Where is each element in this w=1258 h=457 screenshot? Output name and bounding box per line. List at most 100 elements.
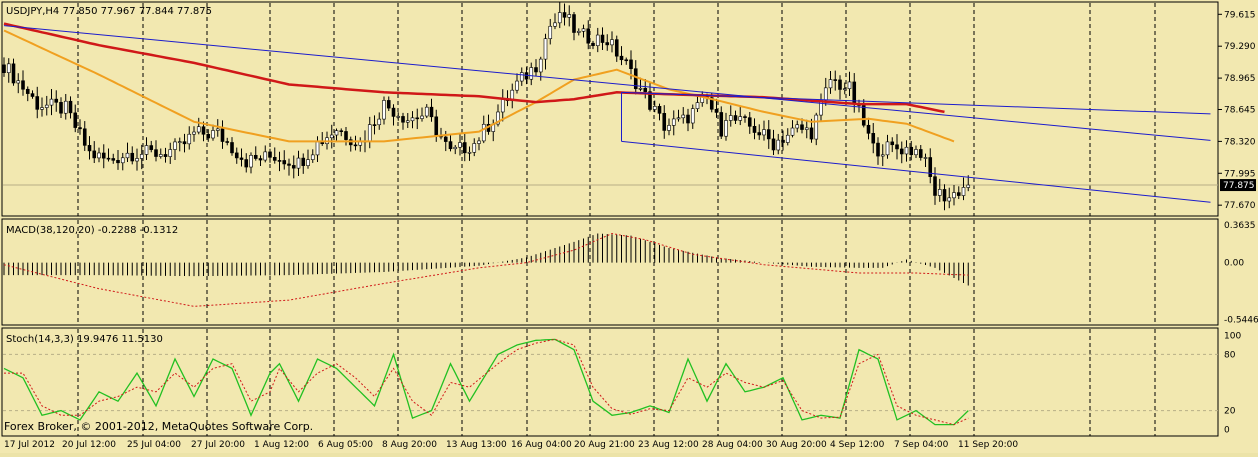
x-tick-label: 13 Aug 13:00 <box>446 440 507 450</box>
candle-body <box>206 133 211 139</box>
candle-body <box>477 140 481 144</box>
x-tick-label: 16 Aug 04:00 <box>511 440 572 450</box>
candle-body <box>344 131 348 140</box>
candle-body <box>899 148 904 155</box>
candle-body <box>804 127 809 130</box>
copyright-label: Forex Broker, © 2001-2012, MetaQuotes So… <box>4 420 313 433</box>
candle-body <box>391 107 396 117</box>
candle-body <box>92 150 97 159</box>
candle-body <box>771 138 776 151</box>
candle-body <box>648 91 652 110</box>
candle-body <box>154 149 158 157</box>
stoch-y-tick-label: 80 <box>1224 350 1236 360</box>
price-y-tick-label: 78.965 <box>1224 74 1256 84</box>
candle-body <box>652 106 657 110</box>
x-tick-label: 20 Aug 21:00 <box>574 440 635 450</box>
candle-body <box>776 139 781 151</box>
candle-body <box>54 98 59 103</box>
trendline <box>621 91 1211 115</box>
candle-body <box>68 100 73 114</box>
price-y-tick-label: 78.645 <box>1224 105 1256 115</box>
candle-body <box>21 80 25 90</box>
candle-body <box>942 189 947 202</box>
candle-body <box>619 55 624 61</box>
candle-body <box>144 145 149 155</box>
candle-body <box>534 67 538 73</box>
candle-body <box>629 59 633 70</box>
x-tick-label: 30 Aug 20:00 <box>766 440 827 450</box>
candle-body <box>538 58 543 73</box>
symbol-header: USDJPY,H4 77.850 77.967 77.844 77.875 <box>6 6 212 17</box>
candle-body <box>49 98 54 106</box>
candle-body <box>16 80 21 84</box>
current-price-tag <box>1220 179 1256 192</box>
candle-body <box>234 152 239 159</box>
candle-body <box>25 88 30 94</box>
candle-body <box>595 34 600 46</box>
macd-header: MACD(38,120,20) -0.2288 -0.1312 <box>6 225 178 236</box>
candle-body <box>377 118 382 126</box>
candle-body <box>420 115 424 119</box>
candle-body <box>401 116 405 123</box>
ma-fast-line <box>3 29 955 143</box>
candle-body <box>301 157 306 166</box>
candle-body <box>106 157 111 160</box>
candle-body <box>120 157 125 164</box>
candle-body <box>187 133 192 145</box>
candle-body <box>572 14 576 33</box>
candle-body <box>838 79 842 90</box>
stoch-header: Stoch(14,3,3) 19.9476 11.5130 <box>6 334 163 345</box>
candle-body <box>895 144 899 150</box>
candle-body <box>158 154 163 157</box>
candle-body <box>458 142 462 148</box>
candle-body <box>933 176 937 196</box>
candle-body <box>372 124 377 126</box>
candle-body <box>130 152 135 162</box>
candle-body <box>828 79 833 89</box>
candle-body <box>861 105 866 126</box>
candle-body <box>472 143 477 153</box>
candle-body <box>591 42 595 46</box>
candle-body <box>529 67 534 80</box>
candle-body <box>567 14 572 18</box>
candle-body <box>752 126 757 133</box>
candle-body <box>667 125 671 131</box>
candle-body <box>548 25 553 39</box>
candle-body <box>842 88 847 90</box>
candle-body <box>11 63 16 84</box>
candle-body <box>211 130 215 139</box>
candle-body <box>519 72 524 82</box>
macd-pane <box>3 232 969 307</box>
candle-body <box>230 142 234 154</box>
candle-body <box>135 158 139 162</box>
candle-body <box>367 124 372 142</box>
candle-body <box>329 134 334 139</box>
candle-body <box>40 107 44 110</box>
candle-body <box>576 30 581 33</box>
candle-body <box>258 158 263 161</box>
candle-body <box>880 154 885 157</box>
candle-body <box>296 157 301 169</box>
candle-body <box>904 146 909 155</box>
candle-body <box>928 157 933 177</box>
candle-body <box>434 116 439 136</box>
candle-body <box>396 116 401 118</box>
x-tick-label: 23 Aug 12:00 <box>638 440 699 450</box>
candle-body <box>263 151 268 161</box>
candle-body <box>800 124 804 130</box>
candle-body <box>429 106 434 118</box>
stoch-pane-frame <box>1 327 1219 437</box>
candle-body <box>719 112 724 137</box>
macd-y-tick-label: -0.5446 <box>1224 315 1258 325</box>
stoch-signal-line <box>4 338 969 426</box>
candle-body <box>515 80 519 91</box>
candle-body <box>192 131 196 135</box>
price-y-tick-label: 78.320 <box>1224 137 1256 147</box>
x-tick-label: 7 Sep 04:00 <box>894 440 949 450</box>
candle-body <box>59 102 63 114</box>
candle-body <box>182 141 187 145</box>
candle-body <box>914 149 918 156</box>
candle-body <box>481 123 486 142</box>
